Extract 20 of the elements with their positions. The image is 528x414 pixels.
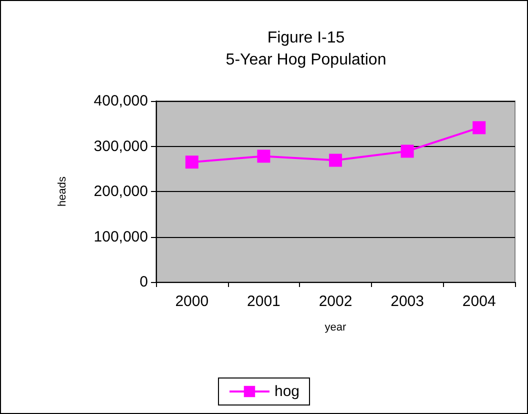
x-tick-label: 2000 (175, 293, 209, 310)
y-tick-label: 0 (140, 274, 148, 290)
point (400, 144, 414, 158)
x-tick-label: 2004 (462, 293, 496, 310)
y-tick-label: 100,000 (94, 228, 148, 246)
point (185, 156, 198, 169)
x-tick-label: 2003 (390, 293, 424, 310)
y-tick-label: 400,000 (94, 92, 148, 110)
y-tick-label: 200,000 (94, 183, 148, 200)
x-axis-title: year (324, 322, 347, 334)
point (472, 121, 486, 134)
chart-title: Figure I-15 (267, 30, 345, 46)
point (257, 150, 270, 163)
chart-subtitle: 5-Year Hog Population (226, 52, 386, 68)
x-tick-label: 2002 (318, 293, 352, 310)
legend-label: hog (274, 383, 300, 400)
y-axis-title: heads (56, 176, 68, 206)
x-tick-label: 2001 (247, 293, 280, 310)
y-tick-label: 300,000 (94, 138, 148, 155)
point (329, 154, 342, 167)
